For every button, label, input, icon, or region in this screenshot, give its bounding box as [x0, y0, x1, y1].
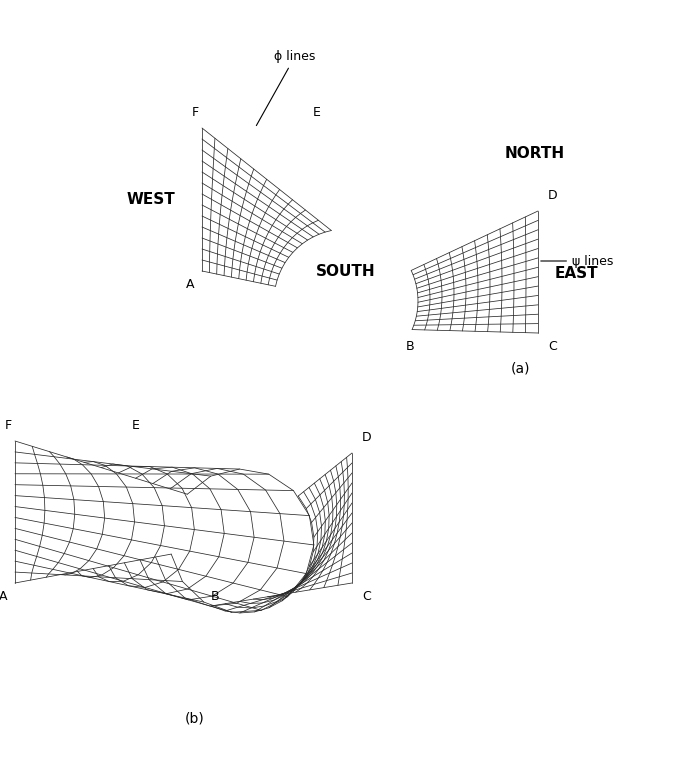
Text: F: F: [191, 106, 199, 119]
Text: SOUTH: SOUTH: [316, 264, 376, 279]
Text: D: D: [548, 189, 558, 202]
Text: F: F: [4, 419, 12, 432]
Text: A: A: [186, 278, 194, 291]
Text: C: C: [362, 590, 371, 603]
Text: ψ lines: ψ lines: [541, 254, 613, 268]
Text: (a): (a): [510, 361, 529, 375]
Text: B: B: [405, 340, 414, 353]
Text: A: A: [0, 590, 7, 603]
Text: E: E: [132, 419, 140, 432]
Text: WEST: WEST: [126, 192, 175, 207]
Text: EAST: EAST: [555, 265, 599, 280]
Text: C: C: [548, 340, 556, 353]
Text: E: E: [313, 106, 321, 119]
Text: NORTH: NORTH: [505, 146, 565, 161]
Text: (b): (b): [185, 711, 205, 725]
Text: ϕ lines: ϕ lines: [256, 50, 316, 125]
Text: D: D: [362, 431, 371, 444]
Text: B: B: [211, 590, 219, 603]
